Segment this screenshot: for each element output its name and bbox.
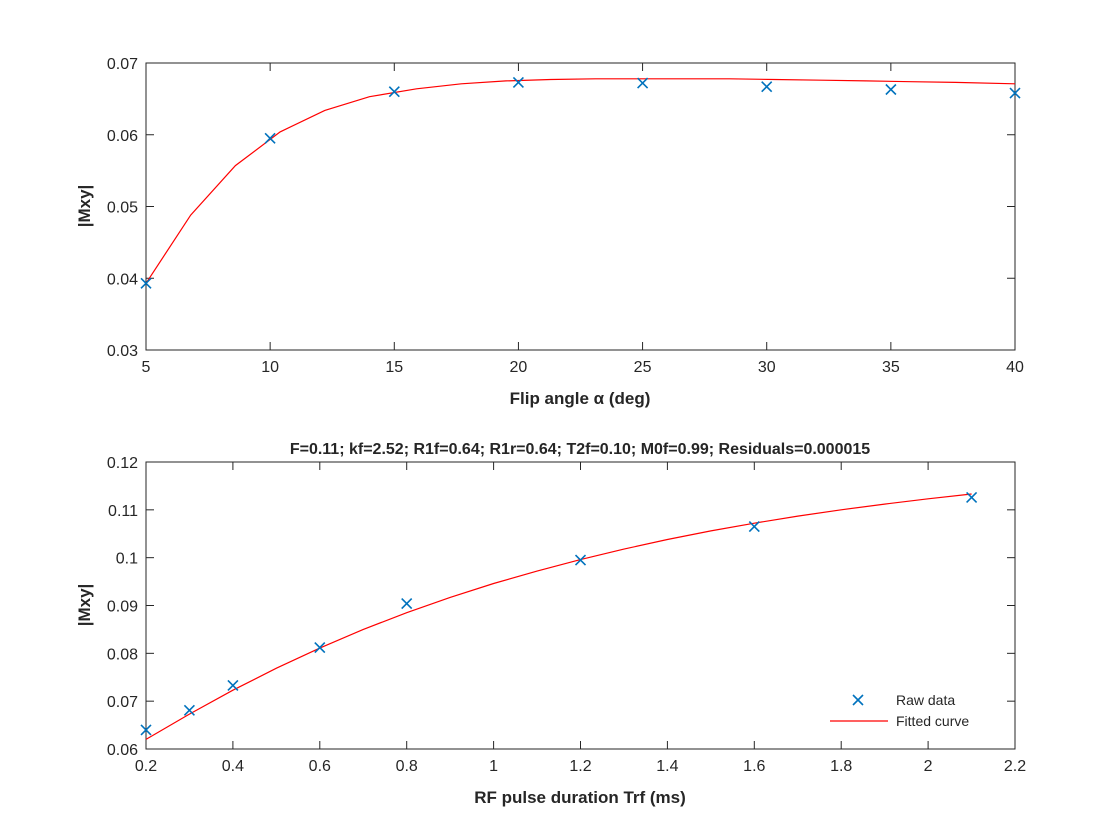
fitted-curve-line bbox=[145, 78, 1016, 284]
bottom-chart-title: F=0.11; kf=2.52; R1f=0.64; R1r=0.64; T2f… bbox=[290, 441, 870, 458]
bottom-raw-data bbox=[140, 491, 978, 736]
legend-raw-marker bbox=[852, 694, 864, 706]
x-tick-label: 35 bbox=[882, 359, 900, 376]
raw-data-point bbox=[227, 679, 239, 691]
x-tick-label: 1.6 bbox=[743, 758, 765, 775]
raw-data-point bbox=[637, 77, 649, 89]
y-tick-label: 0.12 bbox=[107, 455, 138, 472]
x-tick-label: 20 bbox=[510, 359, 528, 376]
fitted-curve-line bbox=[145, 493, 972, 740]
top-y-axis-label: |Mxy| bbox=[75, 185, 94, 228]
x-tick-label: 5 bbox=[142, 359, 151, 376]
bottom-fitted-curve bbox=[145, 493, 972, 740]
raw-data-point bbox=[966, 491, 978, 503]
x-tick-label: 10 bbox=[261, 359, 279, 376]
top-plot-box bbox=[145, 62, 1016, 351]
y-tick-label: 0.05 bbox=[107, 200, 138, 217]
legend-raw-label: Raw data bbox=[896, 692, 955, 708]
x-tick-label: 40 bbox=[1006, 359, 1024, 376]
raw-data-point bbox=[264, 132, 276, 144]
y-tick-label: 0.06 bbox=[107, 128, 138, 145]
y-tick-label: 0.11 bbox=[108, 503, 138, 520]
raw-data-point bbox=[748, 521, 760, 533]
x-tick-label: 2.2 bbox=[1004, 758, 1026, 775]
top-raw-data bbox=[140, 76, 1021, 289]
top-ticks: 5 10 15 20 25 30 35 40 0.03 0.04 0.05 0.06 0.07 bbox=[107, 56, 1024, 376]
raw-data-point bbox=[1009, 87, 1021, 99]
x-tick-label: 0.2 bbox=[135, 758, 157, 775]
raw-data-point bbox=[388, 86, 400, 98]
raw-data-point bbox=[314, 642, 326, 654]
raw-data-point bbox=[401, 598, 413, 610]
x-tick-label: 1.8 bbox=[830, 758, 852, 775]
bottom-x-axis-label: RF pulse duration Trf (ms) bbox=[474, 788, 686, 807]
y-tick-label: 0.07 bbox=[107, 694, 138, 711]
legend: Raw data Fitted curve bbox=[821, 683, 993, 739]
legend-box bbox=[821, 683, 993, 739]
raw-data-point bbox=[512, 76, 524, 88]
raw-data-point bbox=[140, 724, 152, 736]
x-tick-label: 1.2 bbox=[569, 758, 591, 775]
y-tick-label: 0.09 bbox=[107, 599, 138, 616]
y-tick-label: 0.08 bbox=[107, 646, 138, 663]
x-tick-label: 0.4 bbox=[222, 758, 244, 775]
bottom-ticks: 0.2 0.4 0.6 0.8 1 1.2 1.4 1.6 1.8 2 2.2 0.06 0.07 0.0… bbox=[107, 455, 1026, 775]
y-tick-label: 0.06 bbox=[107, 742, 138, 759]
top-axes: 5 10 15 20 25 30 35 40 0.03 0.04 0.05 0.06 0.07 Flip… bbox=[75, 56, 1024, 408]
raw-data-point bbox=[140, 277, 152, 289]
top-fitted-curve bbox=[145, 78, 1016, 284]
top-x-axis-label: Flip angle α (deg) bbox=[510, 389, 651, 408]
x-tick-label: 1.4 bbox=[656, 758, 678, 775]
y-tick-label: 0.04 bbox=[107, 271, 138, 288]
raw-data-point bbox=[761, 81, 773, 93]
x-tick-label: 1 bbox=[489, 758, 498, 775]
y-tick-label: 0.1 bbox=[116, 551, 138, 568]
bottom-axes: 0.2 0.4 0.6 0.8 1 1.2 1.4 1.6 1.8 2 2.2 0.06 0.07 0.0… bbox=[75, 441, 1026, 807]
legend-fit-label: Fitted curve bbox=[896, 713, 969, 729]
x-tick-label: 0.8 bbox=[396, 758, 418, 775]
x-tick-label: 15 bbox=[385, 359, 403, 376]
raw-data-point bbox=[183, 704, 195, 716]
x-tick-label: 30 bbox=[758, 359, 776, 376]
raw-data-point bbox=[885, 83, 897, 96]
raw-data-point bbox=[574, 554, 587, 566]
x-tick-label: 0.6 bbox=[309, 758, 331, 775]
y-tick-label: 0.07 bbox=[107, 56, 138, 73]
x-tick-label: 25 bbox=[634, 359, 652, 376]
bottom-y-axis-label: |Mxy| bbox=[75, 584, 94, 627]
x-tick-label: 2 bbox=[924, 758, 933, 775]
y-tick-label: 0.03 bbox=[107, 343, 138, 360]
